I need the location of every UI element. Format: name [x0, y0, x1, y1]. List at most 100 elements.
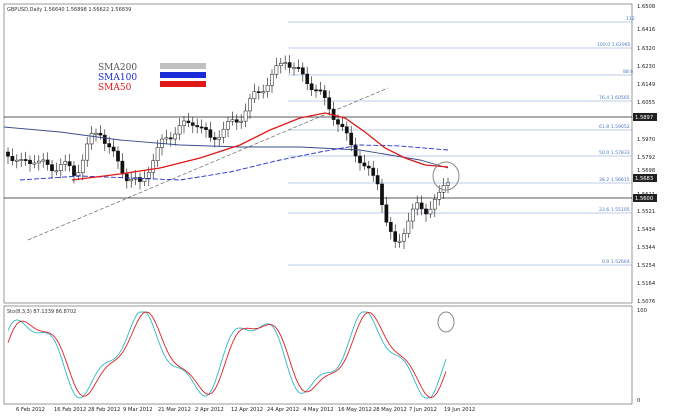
- date-axis-label: 28 Feb 2012: [88, 407, 120, 413]
- candle-body: [173, 133, 178, 140]
- candle-body: [230, 119, 235, 122]
- candle-body: [146, 172, 151, 179]
- candle-body: [195, 125, 200, 128]
- date-axis: 6 Feb 2012 16 Feb 2012 28 Feb 2012 9 Mar…: [16, 407, 475, 413]
- stochastic-k-line: [7, 311, 447, 399]
- candle-body: [424, 208, 428, 215]
- candle-body: [14, 159, 19, 162]
- candle-body: [76, 172, 81, 176]
- candle-body: [283, 62, 288, 64]
- candle-body: [261, 91, 266, 94]
- price-axis-label: 1.5076: [637, 299, 655, 305]
- stoch-scale-top: 100: [637, 308, 647, 314]
- candle-body: [287, 62, 292, 68]
- candle-body: [397, 240, 402, 243]
- candle-body: [28, 159, 32, 164]
- candle-body: [270, 74, 274, 86]
- candle-body: [151, 160, 156, 173]
- candle-body: [349, 132, 354, 146]
- candle-body: [155, 147, 160, 162]
- candle-body: [94, 132, 98, 135]
- highlight-circle-price: [432, 161, 460, 191]
- candle-body: [107, 143, 112, 148]
- price-axis-label: 1.5970: [637, 137, 655, 143]
- date-axis-label: 9 Mar 2012: [123, 407, 153, 413]
- price-axis-label: 1.5254: [637, 263, 656, 269]
- candle-body: [168, 137, 173, 140]
- candle-body: [89, 133, 94, 145]
- fib-level-50: 50.0 1.57833: [599, 150, 630, 156]
- candle-body: [98, 132, 103, 136]
- candle-body: [406, 220, 411, 234]
- date-axis-label: 7 Jun 2012: [409, 407, 437, 413]
- candle-body: [63, 161, 68, 165]
- price-axis-label: 1.6508: [637, 4, 655, 10]
- price-tag-high: 1.5897: [635, 115, 653, 121]
- candle-body: [41, 159, 46, 162]
- candle-body: [190, 122, 195, 126]
- candle-body: [10, 156, 15, 161]
- candle-body: [32, 162, 37, 165]
- candle-body: [102, 134, 107, 144]
- candle-body: [419, 202, 424, 210]
- candle-body: [415, 202, 420, 210]
- candle-body: [314, 89, 318, 92]
- fib-level-61: 61.8 1.59052: [599, 124, 630, 130]
- candle-body: [50, 164, 54, 172]
- sma200-line: [3, 126, 449, 169]
- candle-body: [54, 170, 59, 173]
- price-axis-label: 1.6055: [637, 100, 655, 106]
- candle-body: [388, 222, 393, 232]
- date-axis-label: 4 May 2012: [303, 407, 334, 413]
- candle-body: [45, 159, 50, 165]
- symbol-info: GBPUSD,Daily 1.56640 1.56898 1.56622 1.5…: [7, 7, 131, 13]
- candle-body: [252, 91, 257, 100]
- candle-body: [217, 137, 222, 140]
- price-axis-label: 1.6149: [637, 82, 655, 88]
- main-chart-frame: [3, 3, 633, 304]
- candle-body: [410, 208, 415, 222]
- fib-level-0: 0.0 1.52664: [602, 259, 630, 265]
- candle-body: [380, 183, 384, 205]
- fib-level-112: 112: [626, 16, 635, 22]
- candle-body: [199, 126, 204, 129]
- date-axis-label: 24 Apr 2012: [267, 407, 299, 413]
- candle-body: [428, 208, 433, 215]
- candle-body: [371, 167, 376, 176]
- legend-sma50-label: SMA50: [98, 83, 132, 93]
- candle-body: [358, 155, 362, 164]
- price-axis-label: 1.6416: [637, 27, 655, 33]
- candle-body: [85, 143, 90, 161]
- candle-body: [243, 110, 248, 122]
- candle-body: [80, 159, 85, 173]
- candlesticks: [6, 55, 450, 249]
- price-axis-label: 1.5521: [637, 209, 655, 215]
- price-tags: 1.5897 1.5683 1.5600: [633, 113, 657, 202]
- candle-body: [182, 120, 186, 126]
- fib-level-100: 100.0 1.62995: [597, 42, 631, 48]
- candle-body: [446, 182, 450, 186]
- candle-body: [208, 129, 213, 138]
- highlight-circle-stoch: [437, 311, 455, 333]
- candle-body: [138, 177, 142, 182]
- stochastic-info: Sto(8,3,3) 87.1339 86.8702: [7, 309, 76, 315]
- candle-body: [212, 137, 217, 140]
- candle-body: [336, 119, 340, 125]
- date-axis-label: 19 Jun 2012: [444, 407, 475, 413]
- legend-sma200-swatch: [160, 63, 206, 69]
- price-tag-current: 1.5683: [635, 176, 653, 182]
- candle-body: [226, 121, 230, 130]
- date-axis-label: 21 Mar 2012: [158, 407, 191, 413]
- price-axis-label: 1.6320: [637, 46, 655, 52]
- candle-body: [366, 165, 371, 169]
- date-axis-label: 16 Feb 2012: [54, 407, 86, 413]
- price-axis: 1.6508 1.6416 1.6320 1.6230 1.6149 1.605…: [637, 4, 656, 305]
- candle-body: [432, 199, 437, 210]
- candle-body: [129, 178, 134, 182]
- legend-sma100-swatch: [160, 72, 206, 78]
- candle-body: [142, 178, 147, 182]
- candle-body: [23, 159, 28, 161]
- legend-sma100-label: SMA100: [98, 73, 137, 83]
